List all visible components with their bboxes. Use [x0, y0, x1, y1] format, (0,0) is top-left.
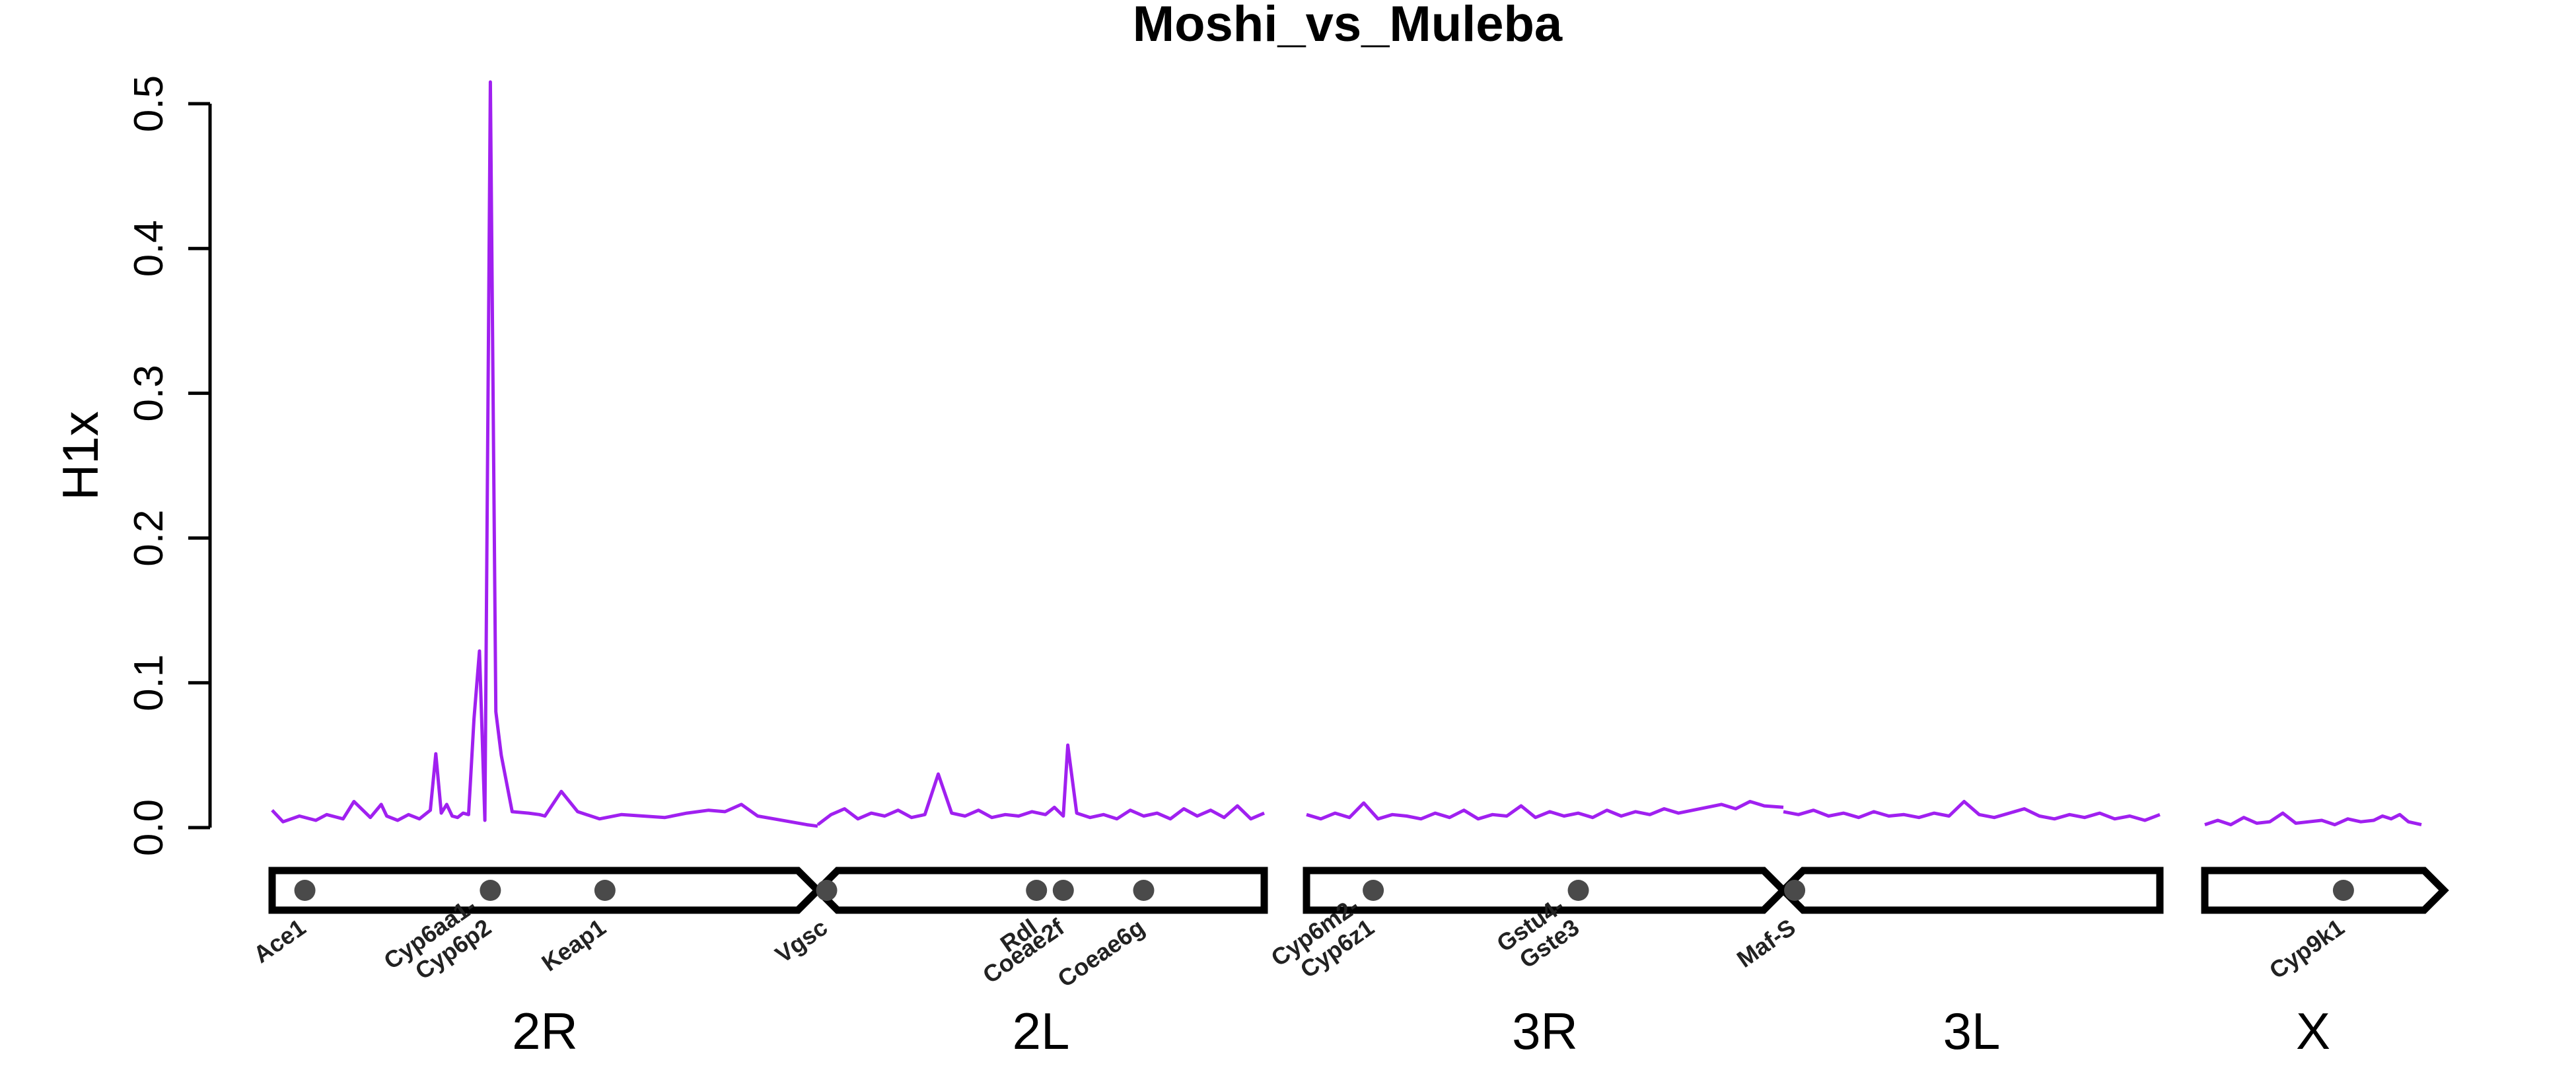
- chromosome-label-2L: 2L: [1013, 1002, 1070, 1060]
- gene-label-line: Cyp9k1: [2264, 913, 2349, 984]
- plot-area: [271, 80, 2422, 828]
- series-line-3R: [1306, 800, 1784, 821]
- gene-label: Ace1: [248, 913, 310, 968]
- y-tick-label: 0.3: [126, 365, 172, 421]
- chromosome-2R: [268, 867, 823, 914]
- gene-label: Vgsc: [770, 913, 832, 968]
- chart-title: Moshi_vs_Muleba: [1133, 0, 1563, 52]
- chromosome-3L: [1778, 867, 2164, 914]
- series-line-2L: [816, 743, 1265, 826]
- gene-dot: [1567, 880, 1589, 901]
- gene-dot: [1052, 880, 1074, 901]
- gene-dot: [1784, 880, 1806, 901]
- gene-label-line: Coeae6g: [1053, 913, 1149, 993]
- chromosome-label-3L: 3L: [1943, 1002, 2001, 1060]
- gene-label-line: Maf-S: [1732, 913, 1801, 973]
- series-line-X: [2204, 811, 2422, 827]
- chromosome-X: [2201, 867, 2449, 914]
- gene-markers: Ace1 Cyp6aa1-Cyp6p2 Keap1 Vgsc RdlCoeae2fCoe…: [248, 880, 2354, 993]
- gene-dot: [594, 880, 616, 901]
- y-axis-label: H1x: [53, 411, 109, 500]
- series-line-3L: [1783, 800, 2161, 822]
- gene-dot: [2332, 880, 2354, 901]
- gene-label: Keap1: [536, 913, 610, 977]
- gene-dot: [1363, 880, 1384, 901]
- gene-label: Maf-S: [1732, 913, 1801, 973]
- y-tick-label: 0.1: [126, 655, 172, 711]
- y-tick-label: 0.0: [126, 799, 172, 856]
- gene-label-line: Keap1: [536, 913, 610, 977]
- gene-dot: [1026, 880, 1048, 901]
- gene-label: Gstu4-Gste3: [1491, 892, 1584, 979]
- chromosome-label-X: X: [2296, 1002, 2330, 1060]
- chromosome-3R: [1303, 867, 1789, 914]
- y-tick-label: 0.2: [126, 509, 172, 566]
- gene-dot: [816, 880, 838, 901]
- y-tick-label: 0.4: [126, 220, 172, 277]
- chromosome-label-3R: 3R: [1512, 1002, 1578, 1060]
- gene-label-line: Ace1: [248, 913, 310, 968]
- y-axis: 0.0 0.1 0.2 0.3 0.4 0.5: [126, 75, 212, 856]
- gene-dot: [480, 880, 501, 901]
- series-line-2R: [271, 80, 818, 828]
- gene-label: Coeae6g: [1053, 913, 1149, 993]
- gene-dot: [1133, 880, 1155, 901]
- gene-label: Cyp9k1: [2264, 913, 2349, 984]
- chromosome-label-2R: 2R: [512, 1002, 578, 1060]
- gene-dot: [294, 880, 316, 901]
- gene-label-line: Vgsc: [770, 913, 832, 968]
- chromosome-labels: 2R 2L 3R 3L X: [512, 1002, 2330, 1060]
- y-tick-label: 0.5: [126, 75, 172, 132]
